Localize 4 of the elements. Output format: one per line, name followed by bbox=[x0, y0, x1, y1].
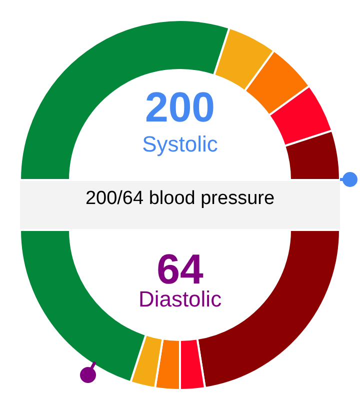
text: Diastolic bbox=[138, 286, 222, 312]
text: 200 bbox=[144, 84, 216, 130]
text: 200/64 blood pressure bbox=[85, 188, 275, 209]
text: Systolic bbox=[142, 132, 218, 156]
